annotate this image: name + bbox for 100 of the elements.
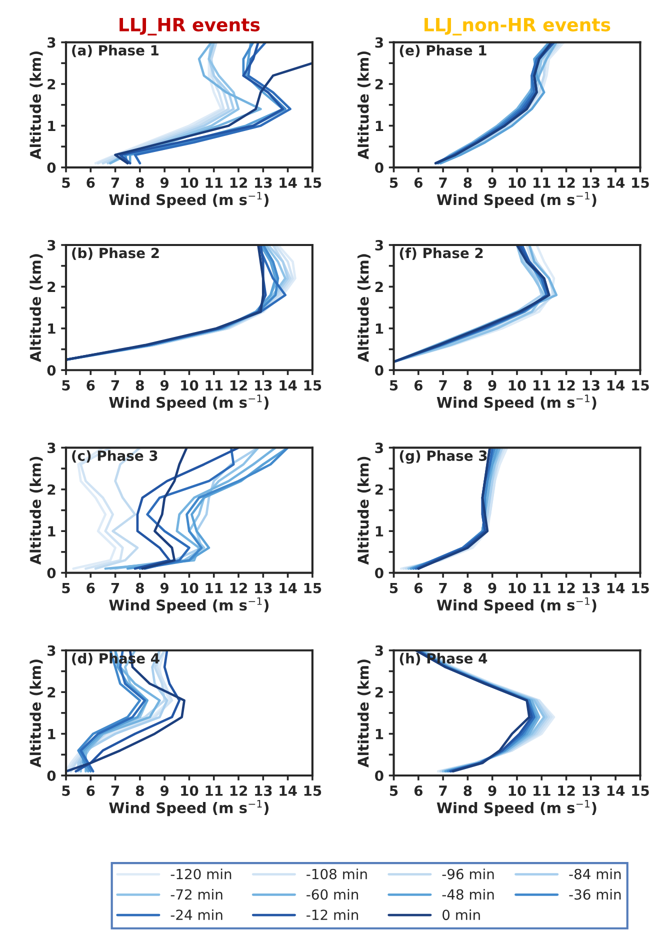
y-axis-title: Altitude (km) [30, 660, 43, 768]
y-tick-label: 3 [48, 240, 56, 250]
x-tick-label: 12 [558, 380, 575, 390]
x-tick-label: 12 [230, 177, 247, 188]
x-tick-label: 5 [390, 582, 398, 594]
x-tick-label: 12 [558, 177, 575, 188]
y-tick-label: 3 [375, 240, 383, 250]
legend-label: -12 min [306, 909, 358, 920]
annotation: (g) Phase 3 [400, 450, 487, 464]
x-axis-title: Wind Speed (m s$^{−1}$) [436, 394, 596, 411]
y-tick-label: 3 [48, 37, 56, 48]
x-tick-label: 9 [160, 582, 169, 594]
x-tick-label: 14 [607, 582, 625, 594]
x-tick-label: 12 [558, 785, 575, 796]
legend-label: -24 min [170, 909, 222, 920]
y-tick-label: 0 [47, 365, 56, 376]
x-tick-label: 14 [607, 786, 625, 796]
x-tick-label: 7 [111, 178, 120, 188]
annotation: (e) Phase 1 [400, 44, 486, 58]
x-tick-label: 6 [86, 380, 95, 391]
x-tick-label: 6 [414, 785, 422, 796]
x-tick-label: 5 [62, 380, 70, 391]
x-tick-label: 6 [86, 582, 95, 594]
y-tick-label: 3 [375, 645, 383, 656]
x-tick-label: 6 [86, 177, 95, 188]
x-tick-label: 6 [414, 582, 422, 594]
x-tick-label: 6 [414, 177, 422, 188]
y-tick-label: 1 [48, 120, 56, 131]
legend-label: -36 min [569, 888, 621, 900]
x-tick-label: 15 [304, 582, 322, 594]
legend-label: -96 min [442, 868, 494, 880]
y-axis-title: Altitude (km) [30, 254, 43, 362]
x-tick-label: 5 [390, 380, 398, 391]
x-tick-label: 14 [280, 380, 297, 390]
x-tick-label: 5 [62, 786, 70, 796]
x-tick-label: 10 [181, 177, 198, 188]
y-tick-label: 1 [376, 526, 384, 536]
y-tick-label: 3 [48, 645, 56, 656]
y-tick-label: 1 [376, 728, 384, 740]
x-tick-label: 11 [534, 380, 550, 390]
x-tick-label: 7 [439, 380, 447, 390]
y-tick-label: 0 [375, 162, 384, 173]
y-tick-label: 2 [48, 282, 56, 292]
legend-label: -72 min [170, 888, 222, 900]
x-tick-label: 5 [390, 178, 398, 188]
y-axis-title: Altitude (km) [357, 254, 370, 362]
y-tick-label: 2 [375, 78, 383, 90]
x-tick-label: 14 [607, 178, 625, 188]
x-tick-label: 13 [582, 380, 600, 391]
y-tick-label: 2 [48, 484, 56, 495]
legend-label: -48 min [442, 888, 494, 900]
chart-title: LLJ_HR events [120, 18, 260, 36]
x-tick-label: 15 [632, 178, 649, 188]
x-tick-label: 14 [280, 582, 297, 594]
y-tick-label: 2 [375, 484, 383, 495]
x-tick-label: 15 [632, 786, 649, 796]
x-tick-label: 10 [508, 380, 526, 391]
y-tick-label: 3 [48, 442, 56, 454]
x-tick-label: 7 [439, 178, 447, 188]
y-tick-label: 1 [48, 324, 56, 334]
y-tick-label: 3 [375, 442, 383, 454]
x-axis-title: Wind Speed (m s$^{−1}$) [109, 800, 268, 816]
legend-label: 0 min [442, 909, 480, 920]
y-tick-label: 2 [375, 282, 383, 292]
x-tick-label: 11 [206, 380, 223, 390]
x-tick-label: 13 [255, 785, 272, 796]
legend-label: -84 min [569, 868, 621, 880]
x-tick-label: 15 [304, 786, 322, 796]
x-tick-label: 11 [206, 178, 223, 188]
x-tick-label: 7 [439, 582, 447, 594]
x-tick-label: 15 [304, 178, 322, 188]
y-axis-title: Altitude (km) [30, 51, 43, 160]
x-tick-label: 10 [508, 177, 526, 188]
y-tick-label: 1 [376, 324, 384, 334]
x-tick-label: 13 [582, 177, 600, 188]
x-axis-title: Wind Speed (m s$^{−1}$) [436, 597, 596, 614]
x-tick-label: 7 [111, 582, 120, 594]
x-tick-label: 9 [488, 380, 496, 391]
x-tick-label: 9 [160, 785, 169, 796]
x-tick-label: 5 [390, 786, 398, 796]
y-tick-label: 0 [375, 568, 384, 578]
y-tick-label: 0 [375, 770, 384, 781]
y-tick-label: 1 [48, 728, 56, 740]
x-axis-title: Wind Speed (m s$^{−1}$) [436, 192, 596, 208]
x-tick-label: 13 [255, 380, 272, 391]
y-tick-label: 2 [375, 687, 383, 698]
legend-label: -60 min [306, 888, 358, 900]
x-axis-title: Wind Speed (m s$^{−1}$) [109, 192, 268, 208]
x-tick-label: 13 [255, 177, 272, 188]
x-tick-label: 10 [508, 785, 526, 796]
x-tick-label: 15 [304, 380, 322, 391]
x-tick-label: 12 [230, 785, 247, 796]
x-tick-label: 12 [558, 582, 575, 594]
y-tick-label: 2 [48, 687, 56, 698]
x-tick-label: 6 [414, 380, 422, 391]
x-tick-label: 8 [464, 582, 472, 594]
x-tick-label: 14 [280, 178, 297, 188]
x-tick-label: 9 [160, 380, 169, 391]
annotation: (a) Phase 1 [72, 44, 158, 58]
x-tick-label: 7 [111, 786, 120, 796]
